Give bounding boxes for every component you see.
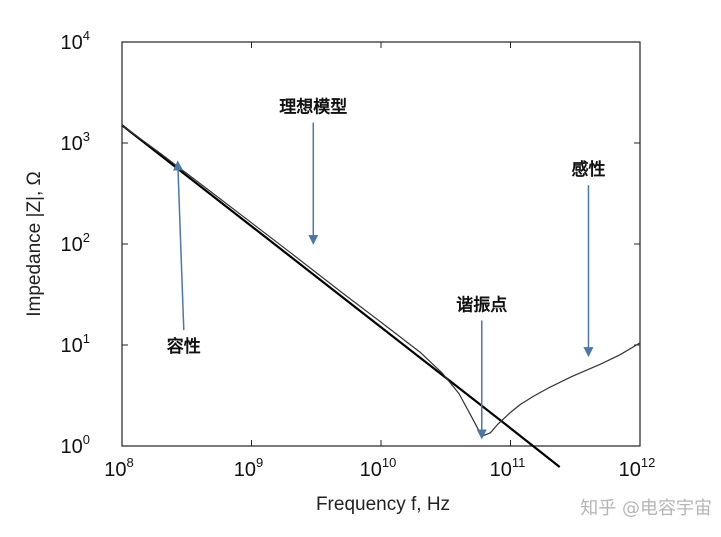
ideal-model-line	[121, 124, 561, 468]
x-axis-ticks: 108 109 1010 1011 1012	[104, 42, 655, 481]
y-axis-ticks: 100 101 102 103 104	[61, 28, 640, 458]
annotation-label: 谐振点	[456, 294, 507, 315]
y-tick-label: 102	[61, 230, 90, 256]
watermark: 知乎 @电容宇宙	[580, 498, 712, 519]
y-tick-label: 104	[61, 28, 90, 54]
plot-area-frame	[121, 41, 641, 447]
annotation-label: 容性	[167, 336, 201, 357]
x-tick-label: 1010	[360, 455, 397, 481]
y-tick-label: 101	[61, 331, 90, 357]
x-tick-label: 109	[234, 455, 263, 481]
y-tick-label: 103	[61, 129, 90, 155]
series-layer	[121, 124, 641, 468]
x-tick-label: 1011	[490, 455, 526, 481]
annotation-label: 感性	[571, 159, 605, 180]
x-axis-title: Frequency f, Hz	[316, 494, 450, 515]
x-tick-label: 108	[104, 455, 133, 481]
y-tick-label: 100	[61, 432, 90, 458]
x-tick-label: 1012	[619, 455, 656, 481]
measured-impedance-curve	[121, 124, 641, 437]
annotation-arrow	[173, 160, 185, 331]
annotation-label: 理想模型	[279, 97, 347, 118]
y-axis-title: Impedance |Z|, Ω	[24, 171, 45, 317]
